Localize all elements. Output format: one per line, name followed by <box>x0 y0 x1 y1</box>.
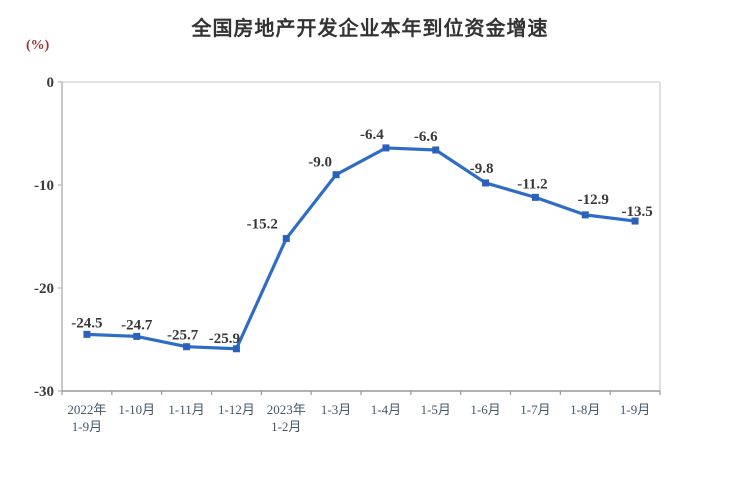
x-tick-label: 1-9月 <box>72 419 102 434</box>
y-tick-label: -30 <box>34 384 54 400</box>
data-point-label: -12.9 <box>578 192 609 208</box>
data-point-label: -11.2 <box>517 176 547 192</box>
data-point-label: -15.2 <box>247 217 278 233</box>
data-point-marker <box>382 144 390 152</box>
data-point-label: -25.7 <box>167 328 199 344</box>
data-point-label: -9.0 <box>308 155 332 171</box>
y-tick-label: -20 <box>34 281 54 297</box>
data-point-marker <box>183 343 191 351</box>
x-tick-label: 1-6月 <box>470 402 500 417</box>
x-tick-label: 1-12月 <box>218 402 255 417</box>
x-tick-label: 2023年 <box>267 402 306 417</box>
x-tick-label: 1-4月 <box>371 402 401 417</box>
x-tick-label: 1-8月 <box>570 402 600 417</box>
data-point-marker <box>531 193 539 201</box>
data-point-label: -24.7 <box>121 317 153 333</box>
x-tick-label: 1-2月 <box>271 419 301 434</box>
y-tick-label: 0 <box>47 75 55 91</box>
x-tick-label: 1-11月 <box>168 402 204 417</box>
data-point-marker <box>83 330 91 338</box>
x-tick-label: 1-7月 <box>520 402 550 417</box>
data-point-label: -6.4 <box>360 127 384 143</box>
data-point-marker <box>482 179 490 187</box>
data-point-marker <box>581 211 589 219</box>
y-axis-unit-label: (%) <box>26 38 50 53</box>
data-point-marker <box>232 345 240 353</box>
data-point-label: -13.5 <box>621 204 652 220</box>
x-tick-label: 1-9月 <box>620 402 650 417</box>
data-line <box>85 146 637 351</box>
data-point-label: -25.9 <box>209 331 240 347</box>
x-tick-label: 2022年 <box>67 402 106 417</box>
x-tick-label: 1-10月 <box>118 402 155 417</box>
x-tick-label: 1-5月 <box>421 402 451 417</box>
data-point-marker <box>631 217 639 225</box>
data-point-label: -9.8 <box>470 161 494 177</box>
data-point-label: -24.5 <box>71 315 102 331</box>
data-point-marker <box>133 332 141 340</box>
data-point-label: -6.6 <box>414 129 438 145</box>
data-point-marker <box>432 146 440 154</box>
data-point-marker <box>332 171 340 179</box>
chart-title: 全国房地产开发企业本年到位资金增速 <box>191 18 549 40</box>
y-tick-label: -10 <box>34 178 54 194</box>
data-point-marker <box>282 235 290 243</box>
x-tick-label: 1-3月 <box>321 402 351 417</box>
